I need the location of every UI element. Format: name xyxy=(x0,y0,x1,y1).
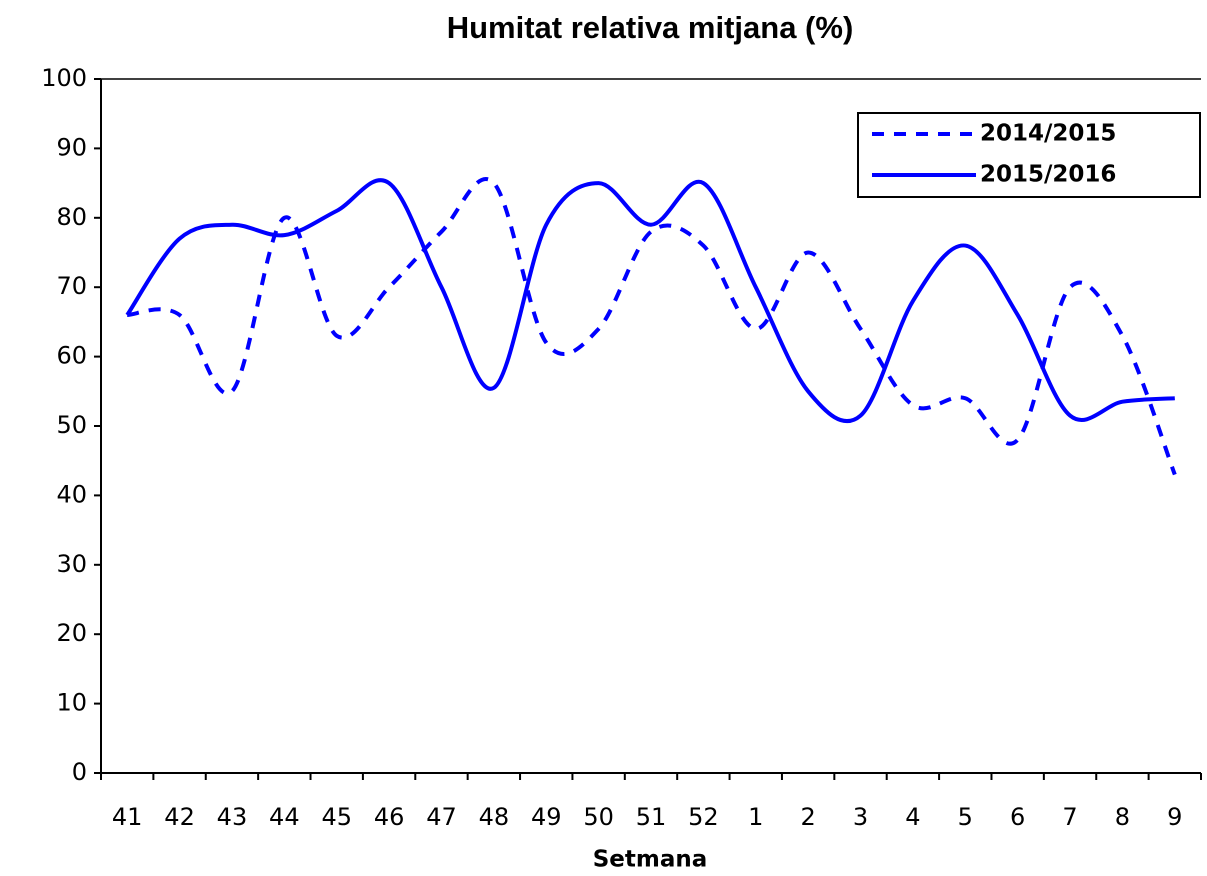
line-series xyxy=(126,177,1177,476)
legend-label: 2014/2015 xyxy=(980,121,1116,147)
x-tick-label: 48 xyxy=(479,803,510,831)
y-tick-label: 90 xyxy=(56,133,87,161)
y-tick-label: 100 xyxy=(41,64,87,92)
legend-box xyxy=(857,112,1201,198)
line-series xyxy=(125,178,1175,424)
x-tick-label: 7 xyxy=(1062,803,1077,831)
legend-label: 2015/2016 xyxy=(980,162,1116,188)
y-tick-label: 0 xyxy=(72,758,87,786)
y-tick-label: 30 xyxy=(56,550,87,578)
x-tick-label: 50 xyxy=(583,803,614,831)
x-tick-label: 47 xyxy=(426,803,457,831)
y-tick-label: 60 xyxy=(56,342,87,370)
x-tick-label: 52 xyxy=(688,803,719,831)
y-tick-label: 80 xyxy=(56,203,87,231)
x-tick-label: 4 xyxy=(905,803,920,831)
chart-title: Humitat relativa mitjana (%) xyxy=(447,10,854,45)
y-tick-label: 70 xyxy=(56,272,87,300)
x-tick-label: 3 xyxy=(853,803,868,831)
x-tick-label: 2 xyxy=(801,803,816,831)
x-tick-label: 1 xyxy=(748,803,763,831)
y-tick-label: 50 xyxy=(56,411,87,439)
x-tick-label: 51 xyxy=(636,803,667,831)
x-tick-label: 45 xyxy=(321,803,352,831)
x-tick-label: 9 xyxy=(1167,803,1182,831)
x-tick-label: 49 xyxy=(531,803,562,831)
y-tick-label: 20 xyxy=(56,619,87,647)
x-tick-label: 46 xyxy=(374,803,405,831)
y-tick-label: 40 xyxy=(56,480,87,508)
x-tick-label: 5 xyxy=(958,803,973,831)
x-tick-label: 6 xyxy=(1010,803,1025,831)
x-axis-label: Setmana xyxy=(593,847,708,873)
x-tick-label: 44 xyxy=(269,803,300,831)
x-tick-label: 42 xyxy=(164,803,195,831)
x-tick-label: 41 xyxy=(112,803,143,831)
x-tick-label: 43 xyxy=(217,803,248,831)
x-tick-label: 8 xyxy=(1115,803,1130,831)
y-tick-label: 10 xyxy=(56,689,87,717)
